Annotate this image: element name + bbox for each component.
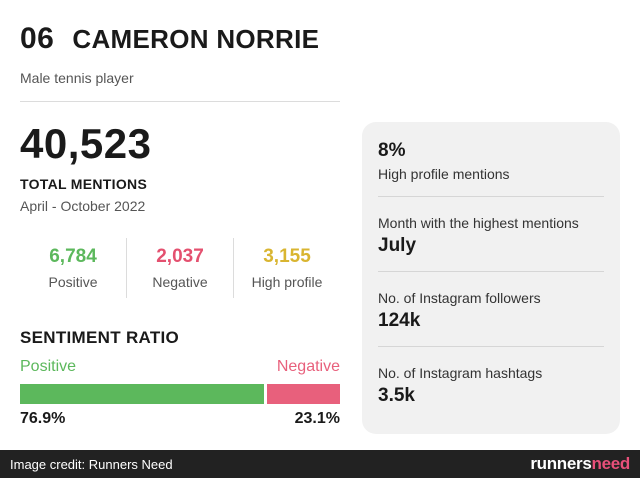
positive-percent: 76.9% xyxy=(20,410,66,427)
insights-panel: 8% High profile mentions Month with the … xyxy=(362,122,620,434)
mentions-section: 40,523 TOTAL MENTIONS April - October 20… xyxy=(20,118,340,427)
stat-positive-label: Positive xyxy=(48,274,98,290)
high-profile-percent-label: High profile mentions xyxy=(378,166,510,182)
footer-bar: Image credit: Runners Need runnersneed xyxy=(0,450,640,478)
logo-main-text: runners xyxy=(530,454,592,473)
stat-positive-value: 6,784 xyxy=(49,246,97,267)
runners-need-logo: runnersneed xyxy=(530,454,630,474)
header-divider xyxy=(20,101,340,102)
stat-negative: 2,037 Negative xyxy=(126,238,233,298)
total-mentions-value: 40,523 xyxy=(20,120,152,167)
player-description: Male tennis player xyxy=(20,70,134,86)
hashtags-value: 3.5k xyxy=(378,385,415,406)
image-credit: Image credit: Runners Need xyxy=(10,456,173,472)
peak-month-label: Month with the highest mentions xyxy=(378,215,579,231)
hashtags-label: No. of Instagram hashtags xyxy=(378,365,543,381)
title-row: 06 CAMERON NORRIE xyxy=(20,22,620,56)
positive-label: Positive xyxy=(20,358,77,375)
insight-high-profile: 8% High profile mentions xyxy=(378,122,604,196)
followers-label: No. of Instagram followers xyxy=(378,290,541,306)
sentiment-bar-negative xyxy=(266,384,340,404)
header: 06 CAMERON NORRIE Male tennis player xyxy=(20,22,620,86)
negative-label: Negative xyxy=(276,358,340,375)
followers-value: 124k xyxy=(378,310,421,331)
player-name: CAMERON NORRIE xyxy=(72,24,320,54)
insight-hashtags: No. of Instagram hashtags 3.5k xyxy=(378,346,604,421)
stat-high-profile: 3,155 High profile xyxy=(233,238,340,298)
sentiment-ratio: SENTIMENT RATIO Positive Negative 76.9% … xyxy=(20,328,340,428)
insight-followers: No. of Instagram followers 124k xyxy=(378,271,604,346)
logo-accent-text: need xyxy=(591,454,631,473)
sentiment-labels: Positive Negative xyxy=(20,358,340,376)
negative-percent: 23.1% xyxy=(294,410,340,427)
mention-breakdown: 6,784 Positive 2,037 Negative 3,155 High… xyxy=(20,238,340,298)
rank-number: 06 xyxy=(20,22,55,55)
stat-negative-label: Negative xyxy=(152,274,208,290)
stat-positive: 6,784 Positive xyxy=(20,238,126,298)
period-label: April - October 2022 xyxy=(20,198,146,214)
total-mentions-label: TOTAL MENTIONS xyxy=(20,176,148,192)
peak-month-value: July xyxy=(378,235,417,256)
sentiment-bar-positive xyxy=(20,384,264,404)
stat-high-profile-value: 3,155 xyxy=(263,246,311,267)
stat-negative-value: 2,037 xyxy=(156,246,204,267)
stat-high-profile-label: High profile xyxy=(251,274,323,290)
sentiment-ratio-title: SENTIMENT RATIO xyxy=(20,328,180,347)
sentiment-values: 76.9% 23.1% xyxy=(20,410,340,428)
sentiment-bar-gap xyxy=(263,384,267,404)
insight-peak-month: Month with the highest mentions July xyxy=(378,196,604,271)
high-profile-percent: 8% xyxy=(378,140,406,161)
sentiment-bar xyxy=(20,384,340,404)
